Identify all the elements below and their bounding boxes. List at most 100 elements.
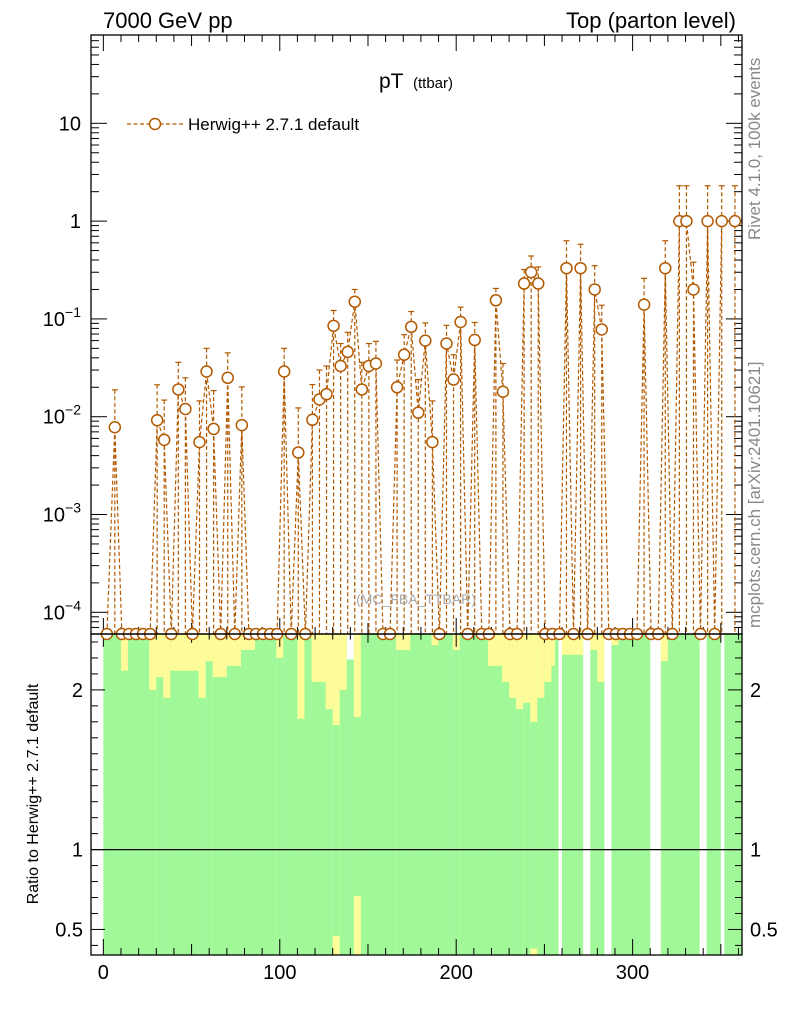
data-point — [595, 323, 608, 336]
legend: Herwig++ 2.7.1 default — [127, 115, 359, 134]
data-point — [292, 446, 305, 459]
ratio-band-green — [346, 659, 354, 955]
ratio-band-yellow — [509, 634, 517, 698]
ratio-band-yellow — [562, 634, 584, 655]
ratio-band-green — [562, 634, 584, 955]
ratio-band-green — [304, 634, 312, 955]
data-point — [680, 214, 693, 228]
data-point — [560, 261, 573, 275]
ratio-band-yellow — [311, 634, 326, 682]
data-point — [207, 422, 220, 436]
ratio-band-yellow — [212, 634, 227, 678]
ratio-y-tick-label: 2 — [72, 680, 83, 702]
ratio-y-axis-label: Ratio to Herwig++ 2.7.1 default — [25, 683, 42, 904]
mcplots-label: mcplots.cern.ch [arXiv:2401.10621] — [745, 362, 764, 628]
data-point — [659, 261, 672, 275]
ratio-band-green — [156, 634, 164, 955]
ratio-band-green — [128, 634, 150, 955]
ratio-band-green — [597, 634, 605, 955]
ratio-band-green — [240, 634, 256, 955]
ratio-band-yellow — [120, 634, 129, 671]
ratio-band-green — [487, 634, 503, 955]
data-point — [327, 319, 340, 333]
ratio-band-yellow — [163, 634, 171, 698]
ratio-band-yellow — [170, 634, 199, 671]
ratio-band-green — [212, 634, 227, 955]
ratio-band-green — [311, 634, 326, 955]
data-point — [588, 283, 601, 296]
main-y-tick-label: 10−2 — [43, 402, 81, 429]
data-point — [235, 418, 249, 432]
ratio-band-yellow — [205, 634, 213, 662]
data-point — [355, 383, 369, 396]
data-point — [715, 214, 728, 228]
data-point — [574, 261, 587, 275]
ratio-band-green — [198, 634, 206, 955]
ratio-band-green — [396, 634, 411, 955]
ratio-band-green — [724, 634, 735, 955]
ratio-band-green — [544, 634, 552, 955]
ratio-band-green — [325, 634, 333, 955]
x-tick-label: 300 — [616, 962, 649, 984]
ratio-band-yellow — [660, 634, 668, 662]
data-point — [306, 413, 319, 427]
data-point — [277, 365, 291, 378]
main-y-tick-label: 10−3 — [43, 500, 81, 527]
data-point — [454, 315, 467, 329]
header-right-label: Top (parton level) — [566, 8, 736, 33]
data-point — [172, 383, 185, 396]
ratio-band-green — [618, 634, 633, 955]
data-point — [468, 333, 481, 347]
legend-marker-swatch — [148, 117, 162, 131]
data-point — [348, 295, 362, 308]
ratio-band-green — [255, 634, 277, 955]
ratio-band-green — [523, 634, 531, 955]
data-point — [341, 345, 354, 359]
main-y-tick-label: 10 — [59, 113, 81, 135]
ratio-band-yellow — [590, 634, 598, 650]
data-point — [524, 266, 538, 279]
ratio-band-green — [163, 634, 171, 955]
ratio-band-green — [459, 634, 488, 955]
ratio-band-green — [226, 634, 241, 955]
ratio-band-green — [551, 634, 555, 955]
ratio-band-green — [554, 634, 559, 955]
ratio-band-green — [438, 634, 453, 955]
ratio-band-yellow — [339, 634, 347, 690]
data-point — [404, 320, 418, 334]
data-point — [369, 357, 383, 370]
ratio-band-yellow — [551, 634, 555, 666]
ratio-band-green — [660, 634, 668, 955]
ratio-band-yellow — [149, 634, 157, 690]
x-tick-label: 100 — [263, 962, 296, 984]
data-point — [426, 435, 439, 449]
main-y-tick-label: 10−4 — [43, 597, 81, 624]
ratio-y-tick-label: 1 — [72, 840, 83, 862]
ratio-band-green — [706, 634, 721, 955]
legend-entry-label: Herwig++ 2.7.1 default — [188, 115, 359, 134]
data-point — [334, 359, 347, 373]
data-point — [412, 406, 425, 419]
data-point — [489, 294, 503, 307]
ratio-band-yellow — [353, 895, 361, 955]
data-point — [496, 385, 510, 398]
ratio-y-tick-label-right: 1 — [750, 840, 761, 862]
ratio-band-green — [297, 634, 305, 955]
ratio-band-green — [502, 634, 510, 955]
ratio-band-green — [283, 634, 298, 955]
ratio-band-green — [530, 634, 538, 955]
ratio-band-yellow — [396, 634, 411, 650]
ratio-band-green — [516, 634, 524, 955]
ratio-band-yellow — [297, 634, 305, 719]
ratio-band-green — [611, 634, 619, 955]
x-tick-label: 200 — [440, 962, 473, 984]
plot-title-main: pT — [379, 70, 404, 93]
ratio-band-green — [103, 634, 121, 955]
ratio-plot-frame — [90, 633, 743, 956]
data-point — [157, 433, 171, 447]
data-point — [637, 298, 651, 311]
ratio-band-yellow — [332, 935, 340, 955]
series-line — [106, 220, 735, 635]
data-point — [320, 387, 333, 401]
